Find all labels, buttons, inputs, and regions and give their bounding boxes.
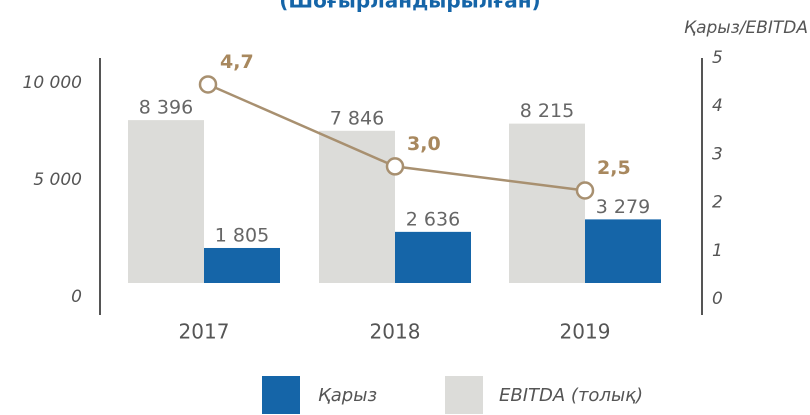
y2-tick-label: 0 [712,289,723,309]
data-label: 8 215 [520,100,574,122]
data-label: 2 636 [406,208,460,230]
y2-tick-label: 3 [712,144,723,164]
legend-swatch [445,376,483,414]
bar [585,219,661,283]
bar [128,120,204,283]
data-label: 8 396 [139,97,193,119]
x-tick-label: 2019 [560,320,611,344]
legend-label: Қарыз [318,385,377,406]
legend-swatch [262,376,300,414]
y-tick-label: 0 [71,287,82,307]
x-tick-label: 2018 [370,320,421,344]
bar [204,247,280,283]
legend-label: EBITDA (толық) [499,385,643,406]
line-label: 3,0 [407,133,441,155]
y2-axis-label: Қарыз/EBITDA [684,18,808,38]
bar [319,130,395,283]
y2-tick-label: 2 [712,193,723,213]
y-tick-label: 10 000 [23,73,82,93]
y-tick-label: 5 000 [33,170,82,190]
line-label: 2,5 [597,157,631,179]
y2-tick-label: 1 [712,241,723,261]
line-point [198,75,218,94]
bar [509,123,585,283]
line-point [385,157,405,176]
x-tick-label: 2017 [179,320,230,344]
y2-tick-label: 4 [712,96,723,116]
data-label: 1 805 [215,224,269,246]
line-point [575,181,595,200]
line-label: 4,7 [220,51,254,73]
chart-title: (Шоғырландырылған) [279,0,540,13]
data-label: 7 846 [330,107,384,129]
data-label: 3 279 [596,196,650,218]
bar [395,231,471,283]
y2-tick-label: 5 [712,48,723,68]
